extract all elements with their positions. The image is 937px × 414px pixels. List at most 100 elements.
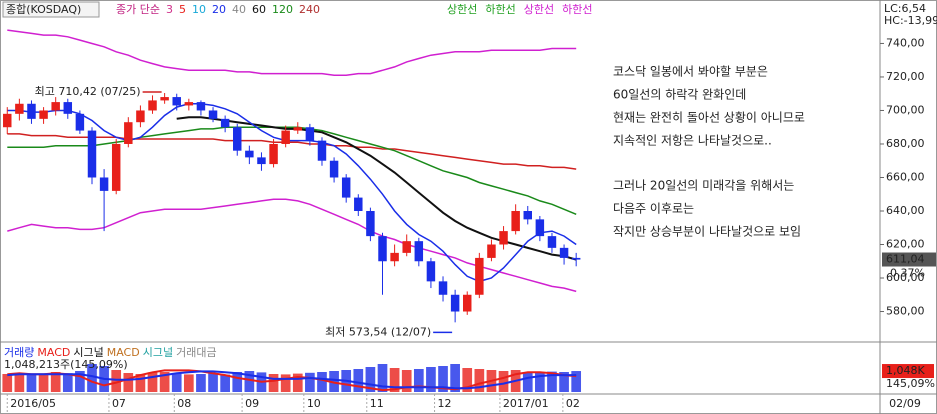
candle-body xyxy=(366,210,375,237)
panel-legend: 거래량 MACD 시그널 MACD 시그널 거래대금 xyxy=(4,346,217,359)
price-box xyxy=(882,252,936,267)
ma-legend-item: 20 xyxy=(212,3,226,16)
volume-bar xyxy=(292,373,303,392)
candle-body xyxy=(426,261,436,282)
volume-bar xyxy=(413,369,424,392)
x-tick-label: 07 xyxy=(112,397,126,410)
y-tick-label: 660,00 xyxy=(886,170,925,183)
volume-bar xyxy=(474,369,485,392)
candle-body xyxy=(87,130,97,178)
candle-body xyxy=(208,110,218,119)
ma-legend-item: 5 xyxy=(179,3,186,16)
title-box[interactable] xyxy=(2,1,100,18)
candle-body xyxy=(3,113,12,128)
band-legend: 상한선 하한선 상한선 하한선 xyxy=(447,2,593,16)
volume-bar xyxy=(462,368,473,392)
band-legend-item: 하한선 xyxy=(562,2,592,16)
volume-bar xyxy=(438,366,448,392)
volume-box xyxy=(882,364,934,379)
candle-body xyxy=(341,177,351,198)
candle-body xyxy=(233,127,242,151)
line-series xyxy=(7,126,577,215)
note-line: 그러나 20일선의 미래각을 위해서는 xyxy=(613,179,794,193)
x-tick-label: 08 xyxy=(177,397,191,410)
y-tick-label: 620,00 xyxy=(886,238,925,251)
corner-label: HC:-13,99 xyxy=(884,14,937,27)
ma-legend-item: 240 xyxy=(299,3,320,16)
volume-bar xyxy=(377,364,388,392)
note-line: 코스닥 일봉에서 봐야할 부분은 xyxy=(613,65,768,79)
chart-title: 종합(KOSDAQ) xyxy=(6,3,81,16)
candle-body xyxy=(27,103,36,119)
candle-body xyxy=(438,281,448,295)
note-line: 작지만 상승부분이 나타날것으로 보임 xyxy=(613,225,801,239)
candle-body xyxy=(51,102,60,111)
date-label: 02/09 xyxy=(889,397,921,410)
volume-bar xyxy=(75,371,85,392)
x-tick-label: 2017/01 xyxy=(503,397,549,410)
volume-bar xyxy=(183,374,194,392)
panel-info: 1,048,213주(145,09%) xyxy=(4,358,128,371)
candle-body xyxy=(499,231,508,245)
volume-bar xyxy=(14,373,25,392)
candle-body xyxy=(148,100,157,111)
band-legend-item: 상한선 xyxy=(524,3,554,16)
candle-body xyxy=(475,257,484,295)
y-tick-label: 640,00 xyxy=(886,204,925,217)
volume-bar xyxy=(62,373,73,392)
line-series xyxy=(7,370,577,390)
volume-bar xyxy=(111,370,122,392)
note-line: 다음주 이후로는 xyxy=(613,202,694,216)
volume-bar xyxy=(401,370,412,392)
candle-body xyxy=(378,236,387,262)
y-tick-label: 680,00 xyxy=(886,137,925,150)
x-tick-label: 11 xyxy=(370,397,384,410)
volume-bar xyxy=(135,374,146,392)
candle-body xyxy=(559,247,569,258)
candle-body xyxy=(111,143,121,191)
candle-body xyxy=(450,294,460,312)
candle-body xyxy=(293,127,303,131)
ma-legend: 종가 단순 3 5 10 20 40 60 120 240 xyxy=(116,3,320,16)
candle-body xyxy=(15,103,24,114)
candle-body xyxy=(172,97,181,106)
candle-body xyxy=(184,102,194,106)
candle-body xyxy=(571,257,581,260)
candle-body xyxy=(487,244,496,258)
volume-bar xyxy=(147,372,158,392)
panel-legend-item: 거래량 xyxy=(4,346,34,359)
candle-body xyxy=(354,197,363,211)
candle-body xyxy=(99,177,109,191)
volume-bar xyxy=(547,371,557,392)
line-series xyxy=(7,133,577,170)
candle-body xyxy=(547,236,557,248)
x-tick-label: 09 xyxy=(245,397,259,410)
x-tick-label: 02 xyxy=(566,397,580,410)
candle-body xyxy=(329,160,339,178)
line-series xyxy=(7,29,577,77)
volume-bar xyxy=(329,371,339,392)
volume-bar xyxy=(220,374,230,392)
volume-bar xyxy=(535,372,545,392)
y-tick-label: 700,00 xyxy=(886,103,925,116)
candle-body xyxy=(269,143,278,165)
line-series xyxy=(176,116,577,261)
volume-bar xyxy=(208,373,218,392)
volume-bar xyxy=(2,374,13,392)
volume-bar xyxy=(87,364,97,392)
candle-body xyxy=(414,241,424,262)
ma-legend-item: 40 xyxy=(232,3,246,16)
x-tick-label: 10 xyxy=(307,397,321,410)
candle-body xyxy=(317,140,327,161)
volume-bar xyxy=(498,371,509,392)
candle-body xyxy=(160,97,169,101)
ma-legend-item: 3 xyxy=(166,3,173,16)
volume-bar xyxy=(522,372,533,392)
volume-bar xyxy=(244,371,255,392)
candle-body xyxy=(535,219,545,237)
volume-bar xyxy=(353,369,364,392)
candle-body xyxy=(281,130,290,144)
band-legend-item: 하한선 xyxy=(485,2,515,16)
